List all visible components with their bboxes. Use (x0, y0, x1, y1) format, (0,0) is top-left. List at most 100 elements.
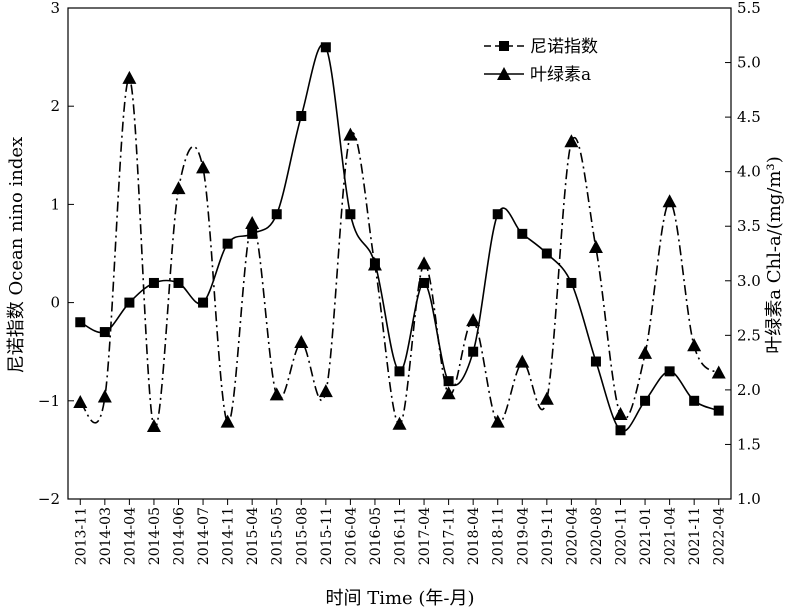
x-tick-label: 2014-04 (122, 507, 138, 565)
chla-point (417, 256, 432, 270)
x-tick-label: 2014-11 (221, 507, 237, 565)
chla-point (122, 70, 137, 84)
y-left-tick-label: −2 (38, 490, 60, 508)
x-tick-label: 2016-04 (343, 507, 359, 565)
chla-point (490, 414, 505, 428)
chla-point (588, 240, 603, 254)
chla-point (294, 334, 309, 348)
nino-point (247, 228, 258, 239)
axes: −2 −1 0 1 2 3 1.0 1.5 2.0 2.5 3.0 3.5 4.0 4.5 5.0 5.5 20… (38, 0, 761, 565)
x-tick-label: 2017-04 (417, 507, 433, 565)
x-tick-label: 2021-01 (638, 507, 654, 565)
legend-label-chla: 叶绿素a (530, 65, 591, 85)
nino-point (173, 277, 184, 288)
legend-label-nino: 尼诺指数 (530, 37, 598, 57)
x-tick-label: 2014-06 (172, 507, 188, 565)
chla-point (146, 418, 161, 432)
nino-point (394, 366, 405, 377)
nino-point (468, 346, 479, 357)
nino-point (689, 395, 700, 406)
nino-point (124, 297, 135, 308)
chla-point (318, 384, 333, 398)
chla-point (662, 194, 677, 208)
x-axis-title: 时间 Time (年-月) (325, 588, 474, 609)
series-layer (73, 42, 726, 436)
x-tick-label: 2015-11 (319, 507, 335, 565)
y-right-tick-label: 5.0 (737, 54, 761, 72)
nino-point (713, 405, 724, 416)
series-chla (73, 70, 726, 432)
legend-marker-square (499, 41, 509, 51)
x-tick-label: 2020-11 (614, 507, 630, 565)
y-right-tick-label: 2.0 (737, 381, 761, 399)
chla-point (367, 257, 382, 271)
nino-point (75, 317, 86, 328)
chla-point (441, 386, 456, 400)
y-right-tick-label: 1.0 (737, 490, 761, 508)
x-tick-label: 2014-05 (147, 507, 163, 565)
x-tick-label: 2022-04 (712, 507, 728, 565)
nino-point (664, 366, 675, 377)
chla-point (269, 387, 284, 401)
nino-point (443, 376, 454, 387)
chla-point (245, 216, 260, 230)
x-tick-label: 2014-07 (196, 507, 212, 565)
y-left-tick-label: 3 (50, 0, 60, 17)
x-tick-label: 2013-11 (73, 507, 89, 565)
chla-point (711, 365, 726, 379)
chla-point (539, 391, 554, 405)
y-right-tick-label: 2.5 (737, 326, 761, 344)
y-axis-title-left: 尼诺指数 Ocean nino index (6, 137, 27, 373)
nino-point (198, 297, 209, 308)
x-tick-label: 2020-04 (564, 507, 580, 565)
y-right-tick-label: 3.5 (737, 217, 761, 235)
y-left-tick-label: 0 (50, 294, 60, 312)
x-tick-label: 2015-05 (270, 507, 286, 565)
legend-marker-triangle (497, 67, 511, 80)
x-tick-label: 2015-08 (294, 507, 310, 565)
chla-point (171, 181, 186, 195)
chla-point (196, 160, 211, 174)
y-left-tick-label: 1 (50, 195, 60, 213)
x-tick-label: 2021-11 (687, 507, 703, 565)
chla-point (515, 354, 530, 368)
chla-point (97, 389, 112, 403)
chla-point (564, 134, 579, 148)
nino-point (640, 395, 651, 406)
nino-point (345, 209, 356, 220)
x-tick-label: 2017-11 (442, 507, 458, 565)
y-right-tick-label: 4.0 (737, 163, 761, 181)
y-left-tick-label: −1 (38, 392, 60, 410)
chla-point (613, 406, 628, 420)
y-right-tick-label: 5.5 (737, 0, 761, 17)
x-tick-label: 2019-04 (515, 507, 531, 565)
nino-point (566, 277, 577, 288)
nino-point (590, 356, 601, 367)
nino-point (492, 209, 503, 220)
chla-point (220, 414, 235, 428)
chla-point (466, 313, 481, 327)
nino-point (148, 277, 159, 288)
nino-point (271, 209, 282, 220)
nino-point (222, 238, 233, 249)
nino-point (296, 111, 307, 122)
x-tick-label: 2020-08 (589, 507, 605, 565)
y-left-tick-label: 2 (50, 97, 60, 115)
nino-point (419, 277, 430, 288)
y-right-tick-label: 1.5 (737, 435, 761, 453)
nino-point (615, 425, 626, 436)
nino-point (99, 327, 110, 338)
chla-point (73, 394, 88, 408)
x-tick-label: 2015-04 (245, 507, 261, 565)
x-tick-label: 2018-04 (466, 507, 482, 565)
y-right-tick-label: 3.0 (737, 272, 761, 290)
y-right-tick-label: 4.5 (737, 108, 761, 126)
chla-point (638, 345, 653, 359)
nino-point (541, 248, 552, 259)
x-tick-label: 2021-04 (663, 507, 679, 565)
chla-point (392, 416, 407, 430)
x-tick-label: 2019-11 (540, 507, 556, 565)
y-axis-title-right: 叶绿素a Chl-a/(mg/m³) (764, 156, 785, 353)
chla-point (687, 338, 702, 352)
